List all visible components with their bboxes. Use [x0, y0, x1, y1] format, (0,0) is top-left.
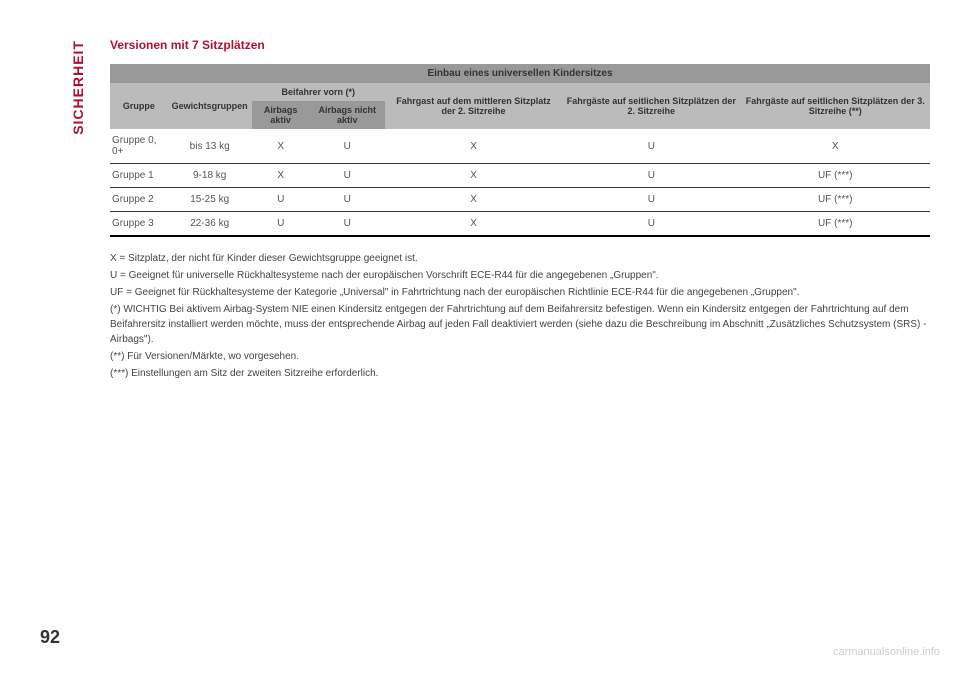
cell-mitte: X	[385, 164, 562, 188]
col-gewicht: Gewichtsgruppen	[168, 83, 252, 129]
cell-gewicht: 22-36 kg	[168, 212, 252, 237]
note-star2: (**) Für Versionen/Märkte, wo vorgesehen…	[110, 349, 930, 364]
cell-gruppe: Gruppe 2	[110, 188, 168, 212]
table-row: Gruppe 322-36 kgUUXUUF (***)	[110, 212, 930, 237]
sidebar-section-label: SICHERHEIT	[70, 40, 86, 135]
cell-aktiv: X	[252, 129, 310, 164]
notes-block: X = Sitzplatz, der nicht für Kinder dies…	[110, 251, 930, 381]
cell-gewicht: 15-25 kg	[168, 188, 252, 212]
col-fahrgaeste-2: Fahrgäste auf seitlichen Sitzplätzen der…	[562, 83, 740, 129]
table-row: Gruppe 215-25 kgUUXUUF (***)	[110, 188, 930, 212]
table-main-title: Einbau eines universellen Kindersitzes	[110, 64, 930, 83]
cell-aktiv: U	[252, 212, 310, 237]
note-u: U = Geeignet für universelle Rückhaltesy…	[110, 268, 930, 283]
cell-nicht: U	[310, 188, 385, 212]
note-x: X = Sitzplatz, der nicht für Kinder dies…	[110, 251, 930, 266]
col-fahrgast-mitte: Fahrgast auf dem mittleren Sitzplatz der…	[385, 83, 562, 129]
cell-gruppe: Gruppe 1	[110, 164, 168, 188]
note-star3: (***) Einstellungen am Sitz der zweiten …	[110, 366, 930, 381]
child-seat-table: Einbau eines universellen Kindersitzes G…	[110, 64, 930, 237]
cell-seite3: UF (***)	[740, 212, 930, 237]
cell-nicht: U	[310, 212, 385, 237]
cell-nicht: U	[310, 164, 385, 188]
page-number: 92	[40, 627, 60, 648]
section-title: Versionen mit 7 Sitzplätzen	[110, 38, 930, 52]
watermark: carmanualsonline.info	[833, 646, 940, 658]
cell-seite2: U	[562, 129, 740, 164]
cell-gruppe: Gruppe 3	[110, 212, 168, 237]
cell-mitte: X	[385, 129, 562, 164]
cell-mitte: X	[385, 188, 562, 212]
cell-seite3: X	[740, 129, 930, 164]
cell-nicht: U	[310, 129, 385, 164]
cell-seite2: U	[562, 188, 740, 212]
cell-seite3: UF (***)	[740, 188, 930, 212]
cell-seite3: UF (***)	[740, 164, 930, 188]
main-content: Versionen mit 7 Sitzplätzen Einbau eines…	[110, 38, 930, 383]
col-beifahrer: Beifahrer vorn (*)	[252, 83, 385, 101]
cell-seite2: U	[562, 164, 740, 188]
cell-gewicht: 9-18 kg	[168, 164, 252, 188]
col-airbags-nicht: Airbags nicht aktiv	[310, 101, 385, 129]
table-row: Gruppe 19-18 kgXUXUUF (***)	[110, 164, 930, 188]
table-row: Gruppe 0, 0+bis 13 kgXUXUX	[110, 129, 930, 164]
cell-gruppe: Gruppe 0, 0+	[110, 129, 168, 164]
cell-aktiv: U	[252, 188, 310, 212]
col-fahrgaeste-3: Fahrgäste auf seitlichen Sitzplätzen der…	[740, 83, 930, 129]
cell-gewicht: bis 13 kg	[168, 129, 252, 164]
col-gruppe: Gruppe	[110, 83, 168, 129]
note-star1: (*) WICHTIG Bei aktivem Airbag-System NI…	[110, 302, 930, 347]
col-airbags-aktiv: Airbags aktiv	[252, 101, 310, 129]
cell-seite2: U	[562, 212, 740, 237]
cell-mitte: X	[385, 212, 562, 237]
cell-aktiv: X	[252, 164, 310, 188]
note-uf: UF = Geeignet für Rückhaltesysteme der K…	[110, 285, 930, 300]
